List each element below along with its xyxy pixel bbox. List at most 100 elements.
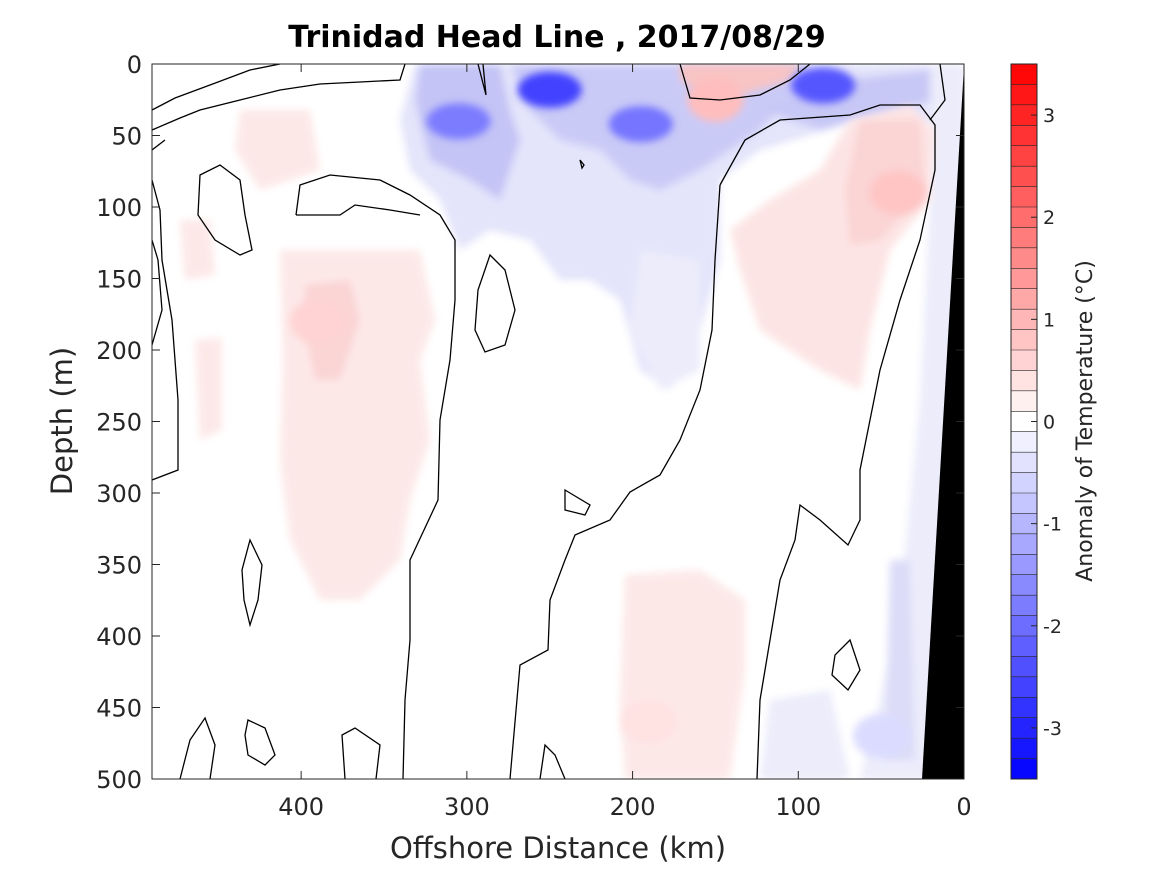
- colorbar-level: [1011, 533, 1037, 555]
- colorbar-level: [1011, 84, 1037, 106]
- colorbar-level: [1011, 554, 1037, 576]
- colorbar-level: [1011, 656, 1037, 678]
- anomaly-core: [608, 106, 673, 143]
- warm-region-mid: [195, 338, 222, 440]
- y-tick-label: 350: [96, 552, 142, 580]
- contour-loop: [564, 488, 591, 516]
- colorbar-level: [1011, 186, 1037, 208]
- y-tick-label: 450: [96, 695, 142, 723]
- x-tick-label: 100: [775, 793, 821, 821]
- contour-loop: [241, 538, 263, 628]
- colorbar-level: [1011, 513, 1037, 535]
- cold-region-mid: [630, 250, 700, 390]
- zero-contours: [152, 64, 946, 779]
- colorbar-level: [1011, 431, 1037, 453]
- warm-region-shallow: [180, 220, 215, 280]
- colorbar-level: [1011, 268, 1037, 290]
- x-tick-label: 200: [610, 793, 656, 821]
- colorbar-level: [1011, 288, 1037, 310]
- contour-loop: [244, 719, 276, 766]
- y-tick-label: 0: [127, 51, 142, 79]
- y-tick-label: 100: [96, 194, 142, 222]
- contour-line: [152, 139, 166, 151]
- y-tick-label: 400: [96, 623, 142, 651]
- contour-line: [509, 184, 721, 779]
- contour-line: [719, 104, 936, 779]
- anomaly-core: [869, 170, 926, 215]
- warm-region-shallow: [235, 110, 320, 190]
- x-axis-label: Offshore Distance (km): [390, 831, 726, 865]
- plot-area: 400 300 200 100 0 0 50 100 150 200 250 300 350 400 45…: [96, 51, 971, 821]
- cold-region-shallow: [760, 70, 935, 130]
- anomaly-fields: [180, 64, 964, 779]
- colorbar-tick-label: -2: [1043, 616, 1062, 638]
- colorbar-level: [1011, 125, 1037, 147]
- colorbar-tick-label: 3: [1043, 105, 1055, 127]
- anomaly-core: [426, 103, 491, 140]
- x-tick-label: 300: [444, 793, 490, 821]
- contour-line: [679, 64, 811, 101]
- contour-loop: [579, 159, 585, 170]
- anomaly-core: [517, 71, 582, 108]
- colorbar-level: [1011, 493, 1037, 514]
- anomaly-core: [289, 299, 346, 344]
- colorbar-tick-label: 2: [1043, 207, 1055, 229]
- colorbar-level: [1011, 350, 1037, 371]
- land-mask: [922, 66, 964, 779]
- y-axis-label: Depth (m): [45, 347, 79, 495]
- colorbar-level: [1011, 329, 1037, 351]
- colorbar-level: [1011, 207, 1037, 228]
- y-axis-ticks: 0 50 100 150 200 250 300 350 400 450 500: [96, 51, 964, 794]
- colorbar-level: [1011, 452, 1037, 474]
- colorbar-level: [1011, 758, 1037, 780]
- colorbar-tick-label: 0: [1043, 412, 1055, 434]
- colorbar-level: [1011, 370, 1037, 392]
- contour-line: [477, 64, 487, 96]
- colorbar-level: [1011, 390, 1037, 412]
- y-tick-label: 300: [96, 480, 142, 508]
- cold-region-coastal: [885, 560, 915, 760]
- contour-line: [152, 179, 179, 481]
- contour-line: [152, 239, 163, 346]
- contour-line: [152, 64, 281, 111]
- contour-line: [179, 716, 216, 779]
- colorbar-tick-label: -3: [1043, 718, 1062, 740]
- colorbar-level: [1011, 104, 1037, 126]
- contour-loop: [831, 638, 861, 692]
- colorbar-level: [1011, 309, 1037, 331]
- anomaly-core: [853, 714, 910, 759]
- colorbar-level: [1011, 595, 1037, 617]
- colorbar-level: [1011, 472, 1037, 494]
- colorbar-level: [1011, 717, 1037, 739]
- colorbar-level: [1011, 64, 1037, 85]
- contour-line: [539, 743, 566, 779]
- colorbar-tick-label: 1: [1043, 309, 1055, 331]
- colorbar-tick-label: -1: [1043, 514, 1062, 536]
- contour-line: [341, 727, 381, 779]
- colorbar-level: [1011, 166, 1037, 188]
- x-tick-label: 0: [956, 793, 971, 821]
- colorbar-level: [1011, 247, 1037, 269]
- y-tick-label: 50: [111, 123, 142, 151]
- contour-line: [929, 64, 946, 121]
- colorbar-level: [1011, 676, 1037, 698]
- y-tick-label: 500: [96, 766, 142, 794]
- colorbar-label: Anomaly of Temperature (°C): [1073, 260, 1098, 582]
- x-axis-ticks: 400 300 200 100 0: [278, 64, 972, 821]
- cold-region-deep: [760, 690, 850, 779]
- contour-line: [152, 64, 406, 131]
- colorbar-level: [1011, 615, 1037, 637]
- anomaly-core: [791, 67, 856, 104]
- x-tick-label: 400: [278, 793, 324, 821]
- warm-region-deep: [620, 570, 745, 779]
- cold-surface-region: [400, 64, 955, 390]
- contour-line: [296, 204, 421, 216]
- chart-title: Trinidad Head Line , 2017/08/29: [288, 20, 825, 55]
- colorbar-level: [1011, 574, 1037, 596]
- contour-loop: [197, 164, 253, 256]
- colorbar-level: [1011, 738, 1037, 760]
- colorbar-level: [1011, 697, 1037, 719]
- colorbar-level: [1011, 145, 1037, 167]
- y-tick-label: 250: [96, 409, 142, 437]
